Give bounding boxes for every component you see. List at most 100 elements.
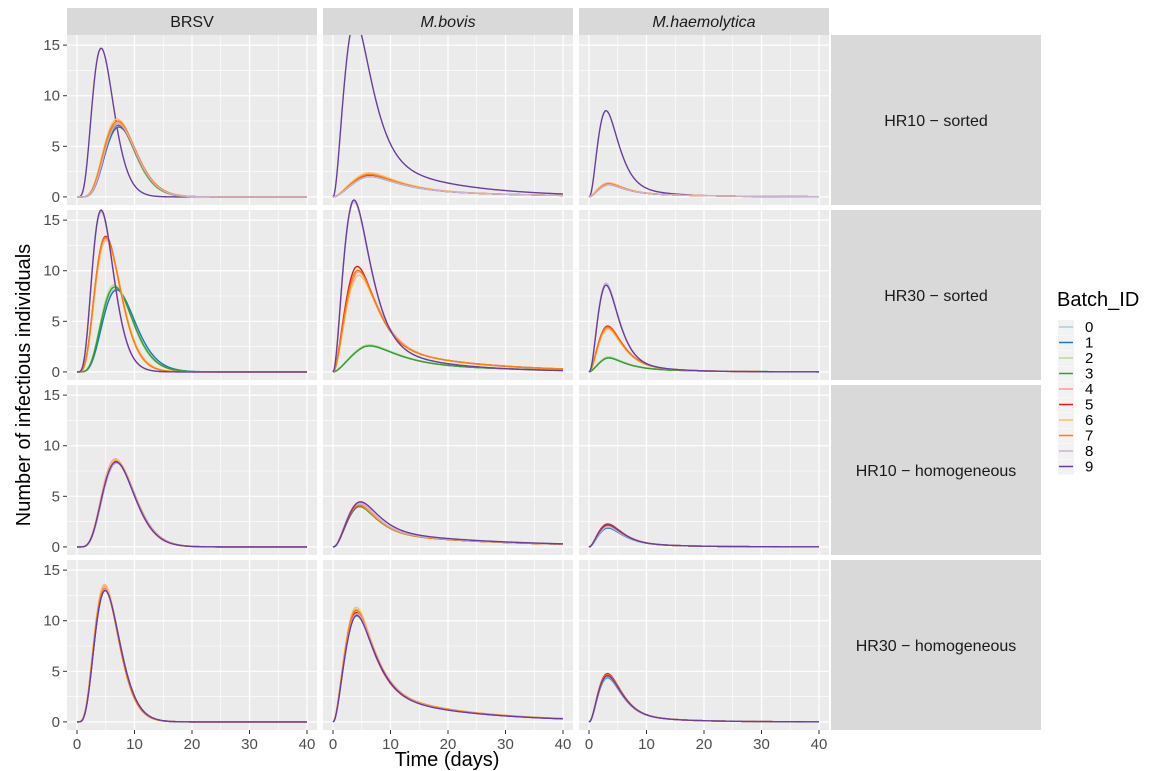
y-tick-label: 5 [52, 663, 60, 680]
row-strip [831, 210, 1041, 380]
y-tick-label: 5 [52, 488, 60, 505]
x-tick-label: 20 [184, 736, 201, 753]
axes-layer: 0 5 10 15 0 5 10 15 0 5 10 15 0 5 10 15 0 10 20 30 40 0 10 20 30… [43, 37, 827, 753]
panel-r2-c0 [67, 385, 317, 555]
legend-item-batch-5: 5 [1058, 397, 1093, 414]
legend-label: 6 [1085, 412, 1093, 429]
series-group-r2-c2 [588, 523, 820, 548]
row-strip-label: HR30 − sorted [884, 288, 988, 305]
series-group-r3-c1 [332, 606, 564, 723]
legend-item-batch-6: 6 [1058, 412, 1093, 429]
legend-label: 5 [1085, 397, 1093, 414]
panel-r2-c1 [323, 385, 573, 555]
series-line-batch-9 [332, 501, 564, 548]
series-group-r0-c0 [77, 47, 307, 198]
series-group-r3-c0 [77, 583, 307, 723]
column-strip [67, 8, 317, 35]
x-tick-label: 30 [241, 736, 258, 753]
series-line-batch-9 [332, 614, 564, 723]
series-group-r3-c2 [588, 672, 820, 723]
series-line-batch-9 [588, 524, 820, 548]
series-line-batch-9 [588, 674, 820, 723]
y-tick-label: 15 [43, 37, 60, 54]
y-tick-label: 15 [43, 212, 60, 229]
x-tick-label: 0 [73, 736, 81, 753]
legend-label: 8 [1085, 443, 1093, 460]
series-line-batch-9 [332, 199, 564, 373]
legend-item-batch-9: 9 [1058, 459, 1093, 476]
series-line-batch-9 [588, 284, 819, 373]
legend-label: 0 [1085, 319, 1093, 336]
x-tick-label: 10 [638, 736, 655, 753]
series-line-batch-7 [332, 269, 564, 373]
y-tick-label: 15 [43, 387, 60, 404]
legend-item-batch-8: 8 [1058, 443, 1093, 460]
y-tick-label: 15 [43, 562, 60, 579]
x-tick-label: 10 [126, 736, 143, 753]
column-strip-label: M.haemolytica [652, 14, 755, 31]
x-tick-label: 10 [382, 736, 399, 753]
x-tick-label: 40 [555, 736, 572, 753]
x-tick-label: 40 [299, 736, 316, 753]
panel-r0-c2 [579, 35, 829, 205]
y-tick-label: 10 [43, 613, 60, 630]
strips-layer: BRSV M.bovis M.haemolytica HR10 − sorted HR3… [67, 8, 1041, 730]
x-tick-label: 20 [696, 736, 713, 753]
x-tick-label: 0 [585, 736, 593, 753]
row-strip-label: HR10 − sorted [884, 113, 988, 130]
x-tick-label: 30 [753, 736, 770, 753]
panel-r3-c1 [323, 560, 573, 730]
y-tick-label: 5 [52, 138, 60, 155]
legend-label: 1 [1085, 335, 1093, 352]
series-group-r2-c1 [332, 501, 564, 548]
series-line-batch-9 [77, 209, 307, 373]
series-line-batch-9 [77, 461, 307, 548]
x-tick-label: 40 [811, 736, 828, 753]
legend-label: 9 [1085, 459, 1093, 476]
column-strip [579, 8, 829, 35]
column-strip-label: M.bovis [420, 14, 475, 31]
panels-layer [67, 19, 829, 730]
series-line-batch-9 [332, 19, 564, 198]
x-tick-label: 30 [497, 736, 514, 753]
legend-label: 3 [1085, 366, 1093, 383]
y-tick-label: 0 [52, 714, 60, 731]
y-tick-label: 0 [52, 539, 60, 556]
panel-r0-c0 [67, 35, 317, 205]
series-group-r2-c0 [77, 458, 307, 548]
y-tick-label: 5 [52, 313, 60, 330]
y-tick-label: 10 [43, 263, 60, 280]
column-strip-label: BRSV [170, 14, 214, 31]
series-group-r1-c2 [588, 282, 820, 373]
row-strip-label: HR30 − homogeneous [856, 638, 1017, 655]
series-line-batch-9 [77, 589, 307, 723]
y-tick-label: 10 [43, 88, 60, 105]
legend-item-batch-7: 7 [1058, 428, 1093, 445]
legend-label: 4 [1085, 381, 1093, 398]
row-strip [831, 35, 1041, 205]
x-tick-label: 20 [440, 736, 457, 753]
legend-item-batch-0: 0 [1058, 319, 1093, 336]
panel-r3-c2 [579, 560, 829, 730]
y-tick-label: 0 [52, 364, 60, 381]
column-strip [323, 8, 573, 35]
row-strip [831, 385, 1041, 555]
y-tick-label: 10 [43, 438, 60, 455]
legend-label: 2 [1085, 350, 1093, 367]
legend-item-batch-2: 2 [1058, 350, 1093, 367]
row-strip [831, 560, 1041, 730]
y-tick-label: 0 [52, 189, 60, 206]
series-line-batch-8 [332, 175, 564, 198]
series-line-batch-8 [77, 123, 307, 198]
legend-title: Batch_ID [1057, 289, 1139, 311]
series-line-batch-8 [588, 184, 819, 198]
panel-r1-c1 [323, 210, 573, 380]
series-group-r0-c2 [588, 109, 820, 198]
legend-item-batch-3: 3 [1058, 366, 1093, 383]
y-axis-title: Number of infectious individuals [13, 244, 35, 526]
x-tick-label: 0 [329, 736, 337, 753]
panel-r3-c0 [67, 560, 317, 730]
